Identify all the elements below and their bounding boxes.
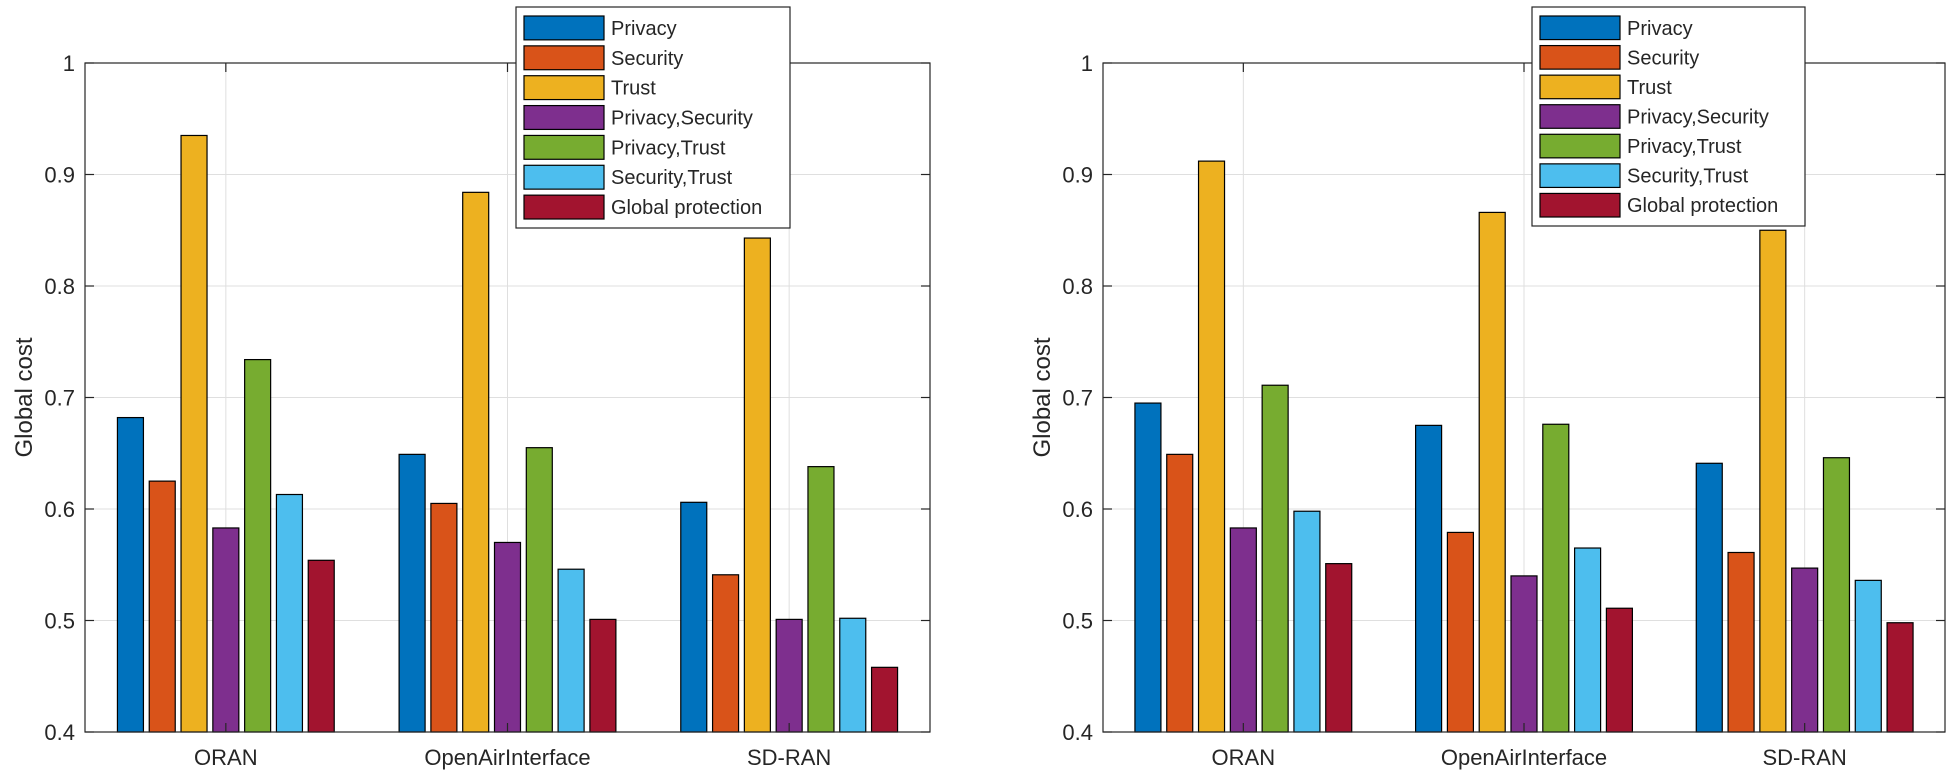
- legend-swatch: [523, 45, 605, 71]
- bar-privacy-trust-oran: [1261, 384, 1289, 733]
- legend-swatch: [523, 15, 605, 41]
- x-tick-label: ORAN: [194, 745, 258, 770]
- chart-panel-1: 0.4 0.5 0.6 0.7 0.8 0.9 1 ORAN OpenAirInterface S…: [11, 6, 931, 770]
- bar-privacy-trust-oran: [244, 358, 272, 733]
- legend-entry-label: Security,Trust: [611, 167, 733, 189]
- y-tick-label: 1: [1081, 51, 1093, 76]
- legend-entry-label: Global protection: [611, 197, 762, 219]
- y-tick-label: 0.5: [44, 609, 75, 634]
- legend-swatch: [1539, 74, 1621, 100]
- bar-privacy-security-sd-ran: [775, 618, 803, 733]
- legend-swatch: [1539, 163, 1621, 189]
- legend-swatch: [523, 194, 605, 220]
- legend-entry-label: Privacy,Security: [1627, 107, 1769, 129]
- bar-privacy-oran: [1134, 402, 1162, 733]
- y-tick-label: 0.4: [1062, 720, 1093, 745]
- bar-trust-oran: [180, 134, 208, 733]
- y-tick-label: 0.8: [44, 274, 75, 299]
- legend: Privacy Security Trust Privacy,Security Priv…: [1531, 6, 1806, 227]
- bar-privacy-security-sd-ran: [1791, 567, 1819, 733]
- bar-trust-openairinterface: [1478, 211, 1506, 733]
- bar-privacy-oran: [116, 416, 145, 733]
- bar-trust-oran: [1197, 160, 1226, 733]
- legend-swatch: [523, 104, 605, 131]
- bar-security-trust-sd-ran: [1854, 579, 1882, 733]
- legend-entry-label: Trust: [611, 78, 656, 100]
- bar-security-trust-sd-ran: [839, 617, 867, 733]
- bar-global-protection-sd-ran: [870, 666, 899, 733]
- legend-swatch: [1539, 133, 1621, 159]
- legend-entry-label: Privacy: [611, 18, 677, 40]
- legend-entry-label: Security: [1627, 47, 1699, 69]
- bar-security-trust-oran: [275, 493, 304, 733]
- bar-security-oran: [1166, 453, 1194, 733]
- bar-global-protection-openairinterface: [589, 618, 617, 733]
- legend-entry-label: Privacy,Trust: [611, 137, 726, 159]
- x-tick-label: SD-RAN: [747, 745, 831, 770]
- bar-global-protection-oran: [1325, 563, 1353, 733]
- bar-privacy-security-openairinterface: [493, 541, 522, 733]
- bar-global-protection-openairinterface: [1605, 607, 1634, 733]
- x-tick-label: ORAN: [1212, 745, 1276, 770]
- y-axis-label: Global cost: [11, 337, 38, 457]
- legend-entry-label: Privacy,Security: [611, 108, 753, 130]
- chart-panel-2: 0.4 0.5 0.6 0.7 0.8 0.9 1 ORAN OpenAirInterface S…: [1029, 6, 1946, 770]
- bar-trust-sd-ran: [1759, 229, 1787, 733]
- bar-security-sd-ran: [711, 574, 740, 733]
- bar-privacy-trust-openairinterface: [525, 447, 553, 733]
- bar-security-oran: [148, 480, 176, 733]
- bar-privacy-sd-ran: [1695, 462, 1723, 733]
- bar-privacy-sd-ran: [680, 501, 708, 733]
- bar-security-openairinterface: [1446, 531, 1475, 733]
- legend-entry-label: Privacy,Trust: [1627, 136, 1742, 158]
- y-tick-label: 0.4: [44, 720, 75, 745]
- bar-privacy-trust-sd-ran: [807, 466, 835, 733]
- y-tick-label: 0.6: [44, 497, 75, 522]
- y-tick-label: 0.8: [1062, 274, 1093, 299]
- legend-swatch: [1539, 44, 1621, 70]
- bar-privacy-trust-sd-ran: [1822, 457, 1851, 733]
- bar-trust-openairinterface: [462, 191, 490, 733]
- y-tick-label: 0.5: [1062, 609, 1093, 634]
- bar-privacy-openairinterface: [1414, 424, 1443, 733]
- legend-swatch: [1539, 192, 1621, 218]
- x-tick-label: SD-RAN: [1762, 745, 1846, 770]
- bar-security-trust-openairinterface: [1573, 547, 1602, 733]
- y-tick-label: 1: [63, 51, 75, 76]
- y-axis-label: Global cost: [1029, 337, 1056, 457]
- bar-security-trust-oran: [1293, 510, 1321, 733]
- legend-entry-label: Global protection: [1627, 195, 1778, 217]
- bar-security-openairinterface: [430, 502, 458, 733]
- bar-privacy-trust-openairinterface: [1542, 423, 1570, 733]
- y-tick-label: 0.9: [44, 163, 75, 188]
- x-tick-label: OpenAirInterface: [424, 745, 590, 770]
- bar-privacy-security-oran: [212, 527, 240, 733]
- legend-swatch: [523, 134, 605, 160]
- bar-privacy-security-openairinterface: [1510, 575, 1538, 733]
- bar-privacy-security-oran: [1229, 527, 1257, 733]
- legend-swatch: [1539, 15, 1621, 41]
- legend-entry-label: Privacy: [1627, 18, 1693, 40]
- bar-security-trust-openairinterface: [557, 568, 585, 733]
- legend-swatch: [523, 75, 605, 101]
- bar-security-sd-ran: [1727, 551, 1755, 733]
- bar-global-protection-oran: [307, 559, 335, 733]
- bar-global-protection-sd-ran: [1886, 622, 1914, 733]
- legend-swatch: [523, 164, 605, 190]
- legend-entry-label: Trust: [1627, 77, 1672, 99]
- bar-privacy-openairinterface: [398, 453, 426, 733]
- y-tick-label: 0.7: [44, 386, 75, 411]
- legend-swatch: [1539, 104, 1621, 129]
- bar-trust-sd-ran: [743, 237, 771, 733]
- y-tick-label: 0.6: [1062, 497, 1093, 522]
- y-tick-label: 0.7: [1062, 386, 1093, 411]
- y-tick-label: 0.9: [1062, 163, 1093, 188]
- legend: Privacy Security Trust Privacy,Security Priv…: [515, 6, 791, 229]
- legend-entry-label: Security: [611, 48, 683, 70]
- legend-entry-label: Security,Trust: [1627, 166, 1749, 188]
- x-tick-label: OpenAirInterface: [1441, 745, 1607, 770]
